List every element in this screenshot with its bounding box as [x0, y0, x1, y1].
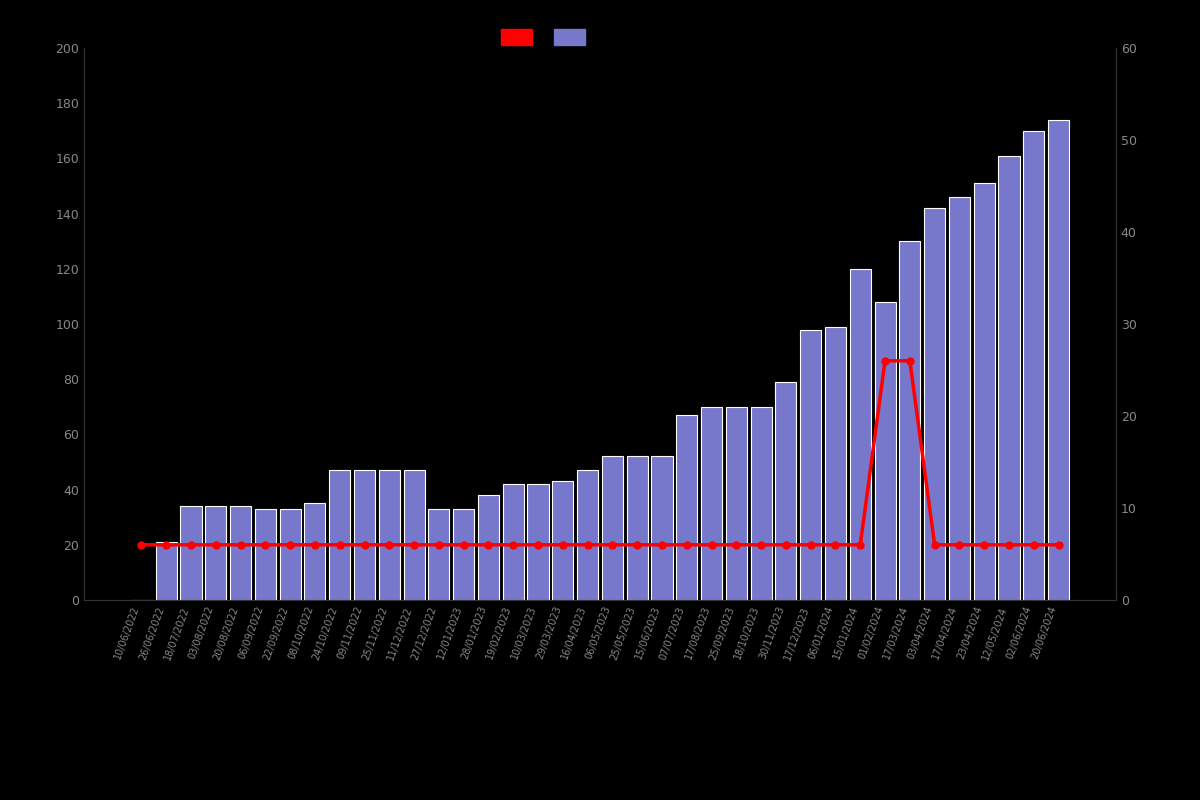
- Bar: [478, 495, 499, 600]
- Bar: [726, 406, 746, 600]
- Bar: [379, 470, 400, 600]
- Bar: [1024, 130, 1044, 600]
- Bar: [602, 457, 623, 600]
- Bar: [850, 269, 871, 600]
- Bar: [899, 242, 920, 600]
- Legend: , : ,: [497, 25, 600, 49]
- Bar: [973, 183, 995, 600]
- Bar: [949, 197, 970, 600]
- Bar: [800, 330, 821, 600]
- Bar: [503, 484, 523, 600]
- Bar: [552, 482, 574, 600]
- Bar: [652, 457, 672, 600]
- Bar: [701, 406, 722, 600]
- Bar: [454, 509, 474, 600]
- Bar: [924, 208, 946, 600]
- Bar: [354, 470, 376, 600]
- Bar: [305, 503, 325, 600]
- Bar: [254, 509, 276, 600]
- Bar: [528, 484, 548, 600]
- Bar: [205, 506, 227, 600]
- Bar: [156, 542, 176, 600]
- Bar: [329, 470, 350, 600]
- Bar: [180, 506, 202, 600]
- Bar: [626, 457, 648, 600]
- Bar: [750, 406, 772, 600]
- Bar: [998, 156, 1020, 600]
- Bar: [875, 302, 895, 600]
- Bar: [1048, 120, 1069, 600]
- Bar: [824, 326, 846, 600]
- Bar: [428, 509, 450, 600]
- Bar: [775, 382, 797, 600]
- Bar: [230, 506, 251, 600]
- Bar: [280, 509, 301, 600]
- Bar: [577, 470, 598, 600]
- Bar: [403, 470, 425, 600]
- Bar: [677, 415, 697, 600]
